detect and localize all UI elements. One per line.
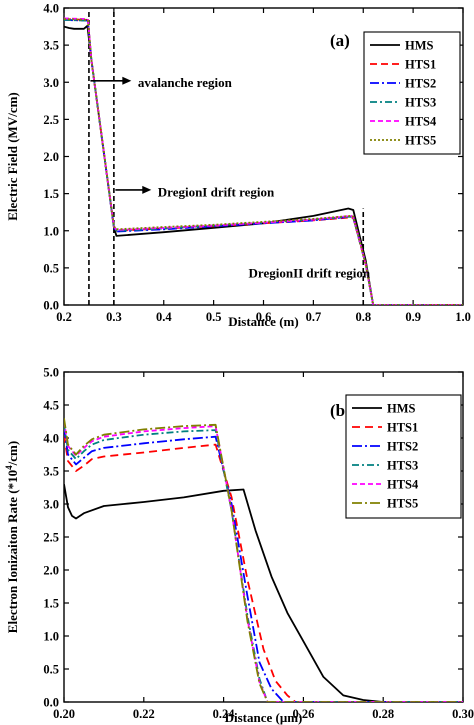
legend: HMS HTS1 HTS2 HTS3 HTS4 HTS5 [363, 31, 461, 155]
x-tick-label: 0.24 [213, 707, 236, 721]
x-tick-label: 0.3 [106, 310, 122, 324]
chart-panel-b: 0.20 0.22 0.24 0.26 0.28 0.30 0.0 0.5 1.0 1.5 2.0 2… [4, 366, 474, 725]
x-tick-label: 0.4 [156, 310, 172, 324]
y-tick-label: 3.0 [43, 498, 59, 512]
annotation-label: avalanche region [138, 75, 233, 90]
y-tick-label: 1.5 [43, 187, 59, 201]
annotation-label: DregionII drift region [249, 266, 371, 281]
x-tick-label: 0.5 [206, 310, 222, 324]
x-tick-label: 0.6 [256, 310, 272, 324]
legend-label-hts2: HTS2 [405, 77, 436, 91]
x-tick-label: 0.8 [355, 310, 371, 324]
legend-label-hts3: HTS3 [387, 459, 418, 473]
x-tick-label: 0.20 [53, 707, 75, 721]
x-axis-label: Distance (μm) [225, 710, 303, 725]
y-tick-label: 3.5 [43, 39, 59, 53]
x-tick-label: 0.22 [133, 707, 155, 721]
x-axis-label: Distance (m) [228, 314, 298, 329]
series-line-hts5 [64, 18, 463, 305]
series-line-hts1 [64, 434, 463, 702]
x-tick-label: 1.0 [455, 310, 471, 324]
y-tick-label: 0.0 [43, 696, 59, 710]
y-tick-label: 2.0 [43, 564, 59, 578]
y-axis-label: Electron Ionizaiton Rate (*104/cm) [4, 441, 20, 633]
y-tick-label: 1.0 [43, 630, 59, 644]
x-tick-label: 0.30 [452, 707, 474, 721]
legend-label-hts5: HTS5 [387, 497, 418, 511]
y-tick-label: 0.5 [43, 663, 59, 677]
y-axis-label: Electric Field (MV/cm) [5, 92, 20, 221]
legend-label-hms: HMS [405, 39, 434, 53]
legend: HMS HTS1 HTS2 HTS3 HTS4 HTS5 [345, 394, 462, 519]
legend-label-hts3: HTS3 [405, 96, 436, 110]
y-tick-label: 5.0 [43, 366, 59, 380]
series-group [64, 17, 463, 305]
x-tick-label: 0.9 [405, 310, 421, 324]
legend-label-hts1: HTS1 [387, 421, 418, 435]
x-tick-label: 0.2 [56, 310, 72, 324]
y-tick-label: 1.0 [43, 224, 59, 238]
annotation-label: DregionI drift region [158, 185, 275, 200]
annotation-arrow-head [142, 185, 152, 194]
series-group [64, 418, 463, 702]
y-tick-label: 0.0 [43, 299, 59, 313]
legend-box [345, 394, 462, 519]
annotation-arrow-head [122, 76, 132, 85]
x-tick-label: 0.7 [306, 310, 322, 324]
y-tick-label: 3.0 [43, 76, 59, 90]
legend-label-hts4: HTS4 [405, 115, 437, 129]
legend-box [363, 31, 461, 155]
panel-label: (a) [330, 31, 350, 50]
chart-panel-a: 0.2 0.3 0.4 0.5 0.6 0.7 0.8 0.9 1.0 0.0 0.5 1.0 1.5 2… [5, 2, 471, 330]
series-line-hms [64, 24, 463, 305]
x-tick-label: 0.28 [372, 707, 394, 721]
y-tick-label: 2.0 [43, 150, 59, 164]
y-tick-label: 2.5 [43, 113, 59, 127]
y-tick-label: 3.5 [43, 465, 59, 479]
y-tick-label: 0.5 [43, 261, 59, 275]
legend-label-hms: HMS [387, 402, 416, 416]
y-tick-label: 4.5 [43, 399, 59, 413]
y-tick-label: 4.0 [43, 432, 59, 446]
legend-label-hts1: HTS1 [405, 58, 436, 72]
series-line-hms [64, 484, 463, 702]
series-line-hts5 [64, 418, 463, 702]
x-tick-label: 0.26 [292, 707, 314, 721]
legend-label-hts5: HTS5 [405, 134, 436, 148]
y-tick-label: 2.5 [43, 531, 59, 545]
legend-label-hts4: HTS4 [387, 478, 419, 492]
legend-label-hts2: HTS2 [387, 440, 418, 454]
series-line-hts2 [64, 427, 463, 702]
y-tick-label: 1.5 [43, 597, 59, 611]
y-tick-label: 4.0 [43, 2, 59, 16]
